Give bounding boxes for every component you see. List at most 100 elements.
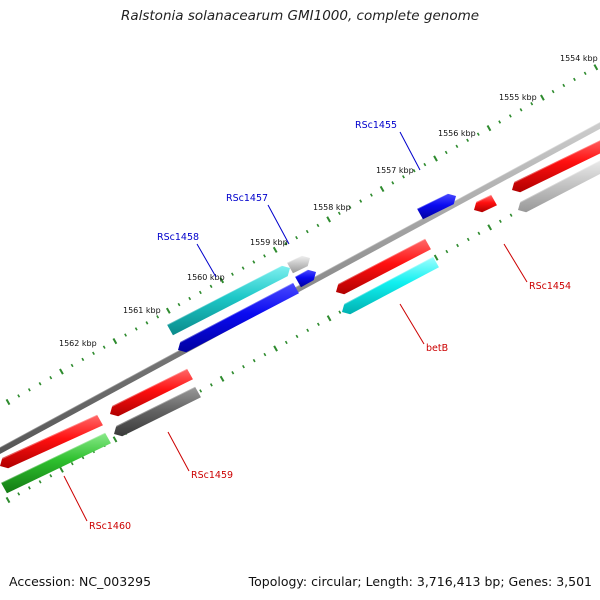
tick-mark xyxy=(573,77,576,82)
tick-mark xyxy=(551,89,555,94)
tick-mark xyxy=(124,333,128,337)
tick-mark xyxy=(209,383,213,387)
tick-mark xyxy=(17,492,21,496)
tick-mark xyxy=(81,357,85,362)
tick-mark xyxy=(5,398,11,406)
tick-mark xyxy=(455,144,459,149)
tick-mark xyxy=(306,328,310,333)
accession-text: Accession: NC_003295 xyxy=(9,574,152,589)
tick-labels: 1554 kbp 1555 kbp 1556 kbp 1557 kbp 1558 kbp… xyxy=(59,54,598,348)
gene-label: RSc1458 xyxy=(157,232,199,243)
tick-mark xyxy=(219,375,225,382)
gene-betb-rev-bar xyxy=(338,256,439,315)
gene-rsc1457-rev-bar xyxy=(174,282,299,353)
gene-label: betB xyxy=(426,343,448,354)
tick-mark xyxy=(508,114,512,118)
tick-mark xyxy=(433,155,438,162)
tick-mark xyxy=(252,260,256,264)
tick-mark xyxy=(423,162,427,167)
gene-label: RSc1460 xyxy=(89,521,131,532)
tick-mark xyxy=(456,243,459,248)
tick-mark xyxy=(509,213,513,217)
tick-mark xyxy=(284,340,288,345)
tick-mark xyxy=(486,124,492,132)
tick-mark xyxy=(263,352,267,357)
gene-rsc1454-bar xyxy=(470,194,497,213)
tick-mark xyxy=(593,64,599,71)
kbp-tick-label: 1560 kbp xyxy=(187,273,225,282)
tick-mark xyxy=(295,334,299,339)
gene-rsc1453-rev-bar xyxy=(514,159,600,213)
tick-mark xyxy=(338,310,342,314)
tick-mark xyxy=(5,496,11,504)
tick-mark xyxy=(530,102,534,106)
gene-leader-line xyxy=(167,431,190,472)
tick-mark xyxy=(402,175,405,179)
tick-mark xyxy=(540,94,545,101)
gene-rsc1456-bar xyxy=(294,266,316,288)
tick-mark xyxy=(59,368,64,375)
genome-summary-text: Topology: circular; Length: 3,716,413 bp… xyxy=(248,574,592,589)
tick-mark xyxy=(156,315,160,319)
gene-leader-line xyxy=(63,475,88,522)
tick-mark xyxy=(27,486,31,490)
kbp-tick-label: 1561 kbp xyxy=(123,306,161,315)
tick-mark xyxy=(231,272,234,276)
tick-mark xyxy=(337,211,341,216)
tick-mark xyxy=(209,284,213,289)
tick-mark xyxy=(498,219,502,223)
tick-mark xyxy=(369,193,373,197)
tick-mark xyxy=(487,224,493,231)
tick-mark xyxy=(231,371,235,375)
gene-rsc1453-bar xyxy=(508,139,600,193)
tick-mark xyxy=(379,185,385,193)
tick-mark xyxy=(348,205,352,209)
gene-label: RSc1454 xyxy=(529,281,571,292)
kbp-tick-label: 1554 kbp xyxy=(560,54,598,63)
gene-leader-line xyxy=(399,303,425,345)
gene-leader-line xyxy=(196,243,217,278)
tick-mark xyxy=(165,307,171,314)
tick-mark xyxy=(476,132,480,136)
tick-mark xyxy=(583,71,587,76)
gene-betb-bar xyxy=(332,238,431,295)
gene-label: RSc1457 xyxy=(226,193,268,204)
tick-mark xyxy=(112,436,118,443)
gene-rsc1455-bar xyxy=(416,190,456,220)
tick-mark xyxy=(145,321,149,325)
kbp-tick-label: 1555 kbp xyxy=(499,93,537,102)
gene-label: RSc1459 xyxy=(191,470,233,481)
tick-mark xyxy=(49,474,53,478)
tick-mark xyxy=(188,296,192,301)
gene-rsc1459-bar xyxy=(106,368,193,417)
tick-mark xyxy=(242,364,245,369)
gene-leader-line xyxy=(399,131,421,171)
gene-rsc1460-bar xyxy=(0,414,103,469)
gene-label: RSc1455 xyxy=(355,120,397,131)
tick-mark xyxy=(273,345,278,352)
tick-mark xyxy=(199,389,203,393)
kbp-tick-label: 1562 kbp xyxy=(59,339,97,348)
tick-mark xyxy=(70,461,74,466)
backbone-track xyxy=(0,121,600,454)
tick-mark xyxy=(219,277,225,284)
tick-mark xyxy=(326,315,332,322)
tick-mark xyxy=(444,150,448,155)
tick-mark xyxy=(284,242,288,246)
tick-mark xyxy=(316,322,320,326)
tick-mark xyxy=(305,229,309,234)
tick-mark xyxy=(519,108,523,112)
feature-tracks xyxy=(0,121,600,494)
gene-rsc1460-rev-bar xyxy=(0,432,111,494)
gene-rsc1458-bar xyxy=(166,262,290,336)
tick-mark xyxy=(92,351,95,356)
tick-mark xyxy=(38,382,42,386)
kbp-tick-label: 1556 kbp xyxy=(438,129,476,138)
tick-mark xyxy=(177,302,181,307)
tick-mark xyxy=(17,394,21,398)
tick-mark xyxy=(295,235,299,240)
tick-mark xyxy=(466,237,470,242)
tick-mark xyxy=(70,363,74,368)
kbp-tick-label: 1557 kbp xyxy=(376,166,414,175)
gene-leader-line xyxy=(267,204,290,245)
